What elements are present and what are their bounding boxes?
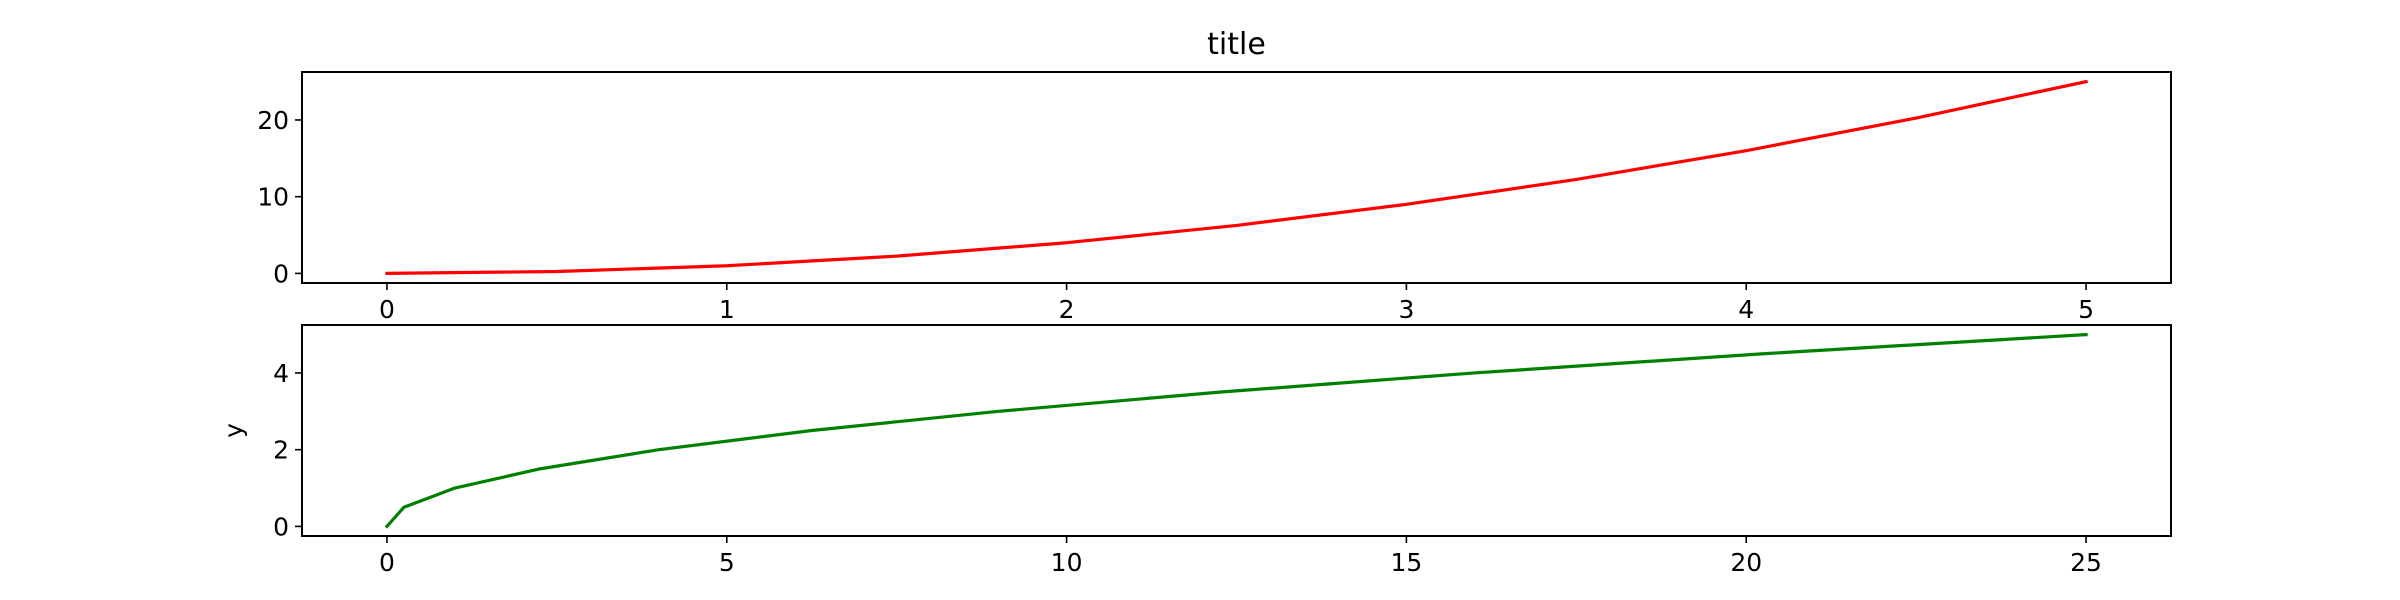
top-series-line-0 [385, 79, 2088, 276]
top-x-tick-label-0: 0 [379, 295, 395, 324]
bottom-y-axis-label: y [219, 423, 248, 438]
bottom-y-tick-label-1: 2 [273, 436, 289, 465]
bottom-x-tick-label-0: 0 [379, 548, 395, 577]
bottom-x-tick-label-3: 15 [1391, 548, 1423, 577]
chart-bottom: 0 5 10 15 20 25 0 2 4 y [219, 324, 2172, 577]
top-x-tick-label-3: 3 [1398, 295, 1414, 324]
bottom-series-line-0 [384, 332, 2088, 529]
bottom-y-tick-label-0: 0 [273, 512, 289, 541]
top-y-tick-label-2: 20 [257, 106, 289, 135]
top-x-tick-label-2: 2 [1059, 295, 1075, 324]
bottom-x-tick-label-1: 5 [719, 548, 735, 577]
bottom-x-tick-label-2: 10 [1051, 548, 1083, 577]
top-y-tick-label-1: 10 [257, 183, 289, 212]
chart-top: 0 1 2 3 4 5 0 10 20 title [257, 27, 2172, 324]
bottom-y-tick-label-2: 4 [273, 359, 289, 388]
top-y-tick-label-0: 0 [273, 259, 289, 288]
bottom-x-tick-label-5: 25 [2070, 548, 2102, 577]
top-x-tick-label-4: 4 [1738, 295, 1754, 324]
bottom-x-tick-label-4: 20 [1730, 548, 1762, 577]
bottom-axes-frame [301, 324, 2172, 537]
top-chart-title: title [1207, 27, 1266, 62]
top-x-tick-label-1: 1 [719, 295, 735, 324]
top-x-tick-label-5: 5 [2078, 295, 2094, 324]
top-axes-frame [301, 71, 2172, 284]
